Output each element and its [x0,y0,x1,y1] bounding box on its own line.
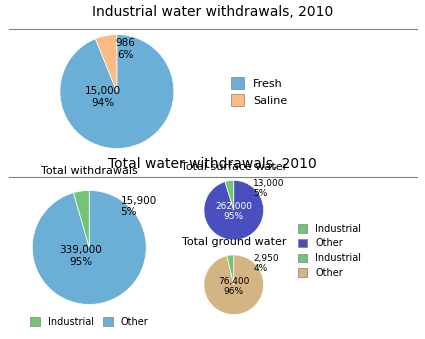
Wedge shape [204,180,264,240]
Text: 2,950
4%: 2,950 4% [253,254,279,273]
Text: 262,000
95%: 262,000 95% [215,202,252,221]
Text: 986
6%: 986 6% [116,38,135,60]
Wedge shape [204,255,264,315]
Wedge shape [32,191,146,304]
Title: Total withdrawals: Total withdrawals [41,165,138,176]
Legend: Fresh, Saline: Fresh, Saline [227,73,292,110]
Text: 76,400
96%: 76,400 96% [218,277,249,296]
Text: 15,000
94%: 15,000 94% [85,86,121,108]
Legend: Industrial, Other: Industrial, Other [26,313,153,331]
Title: Total ground water: Total ground water [181,237,286,247]
Wedge shape [74,191,89,247]
Text: 339,000
95%: 339,000 95% [60,245,102,267]
Text: Total water withdrawals, 2010: Total water withdrawals, 2010 [108,157,317,171]
Wedge shape [60,35,174,148]
Wedge shape [95,35,117,92]
Wedge shape [225,180,234,210]
Title: Total surface water: Total surface water [181,162,287,172]
Legend: Industrial, Other, Industrial, Other: Industrial, Other, Industrial, Other [294,220,365,282]
Wedge shape [227,255,234,285]
Text: 13,000
5%: 13,000 5% [253,179,285,198]
Text: Industrial water withdrawals, 2010: Industrial water withdrawals, 2010 [92,5,333,19]
Text: 15,900
5%: 15,900 5% [121,196,157,217]
